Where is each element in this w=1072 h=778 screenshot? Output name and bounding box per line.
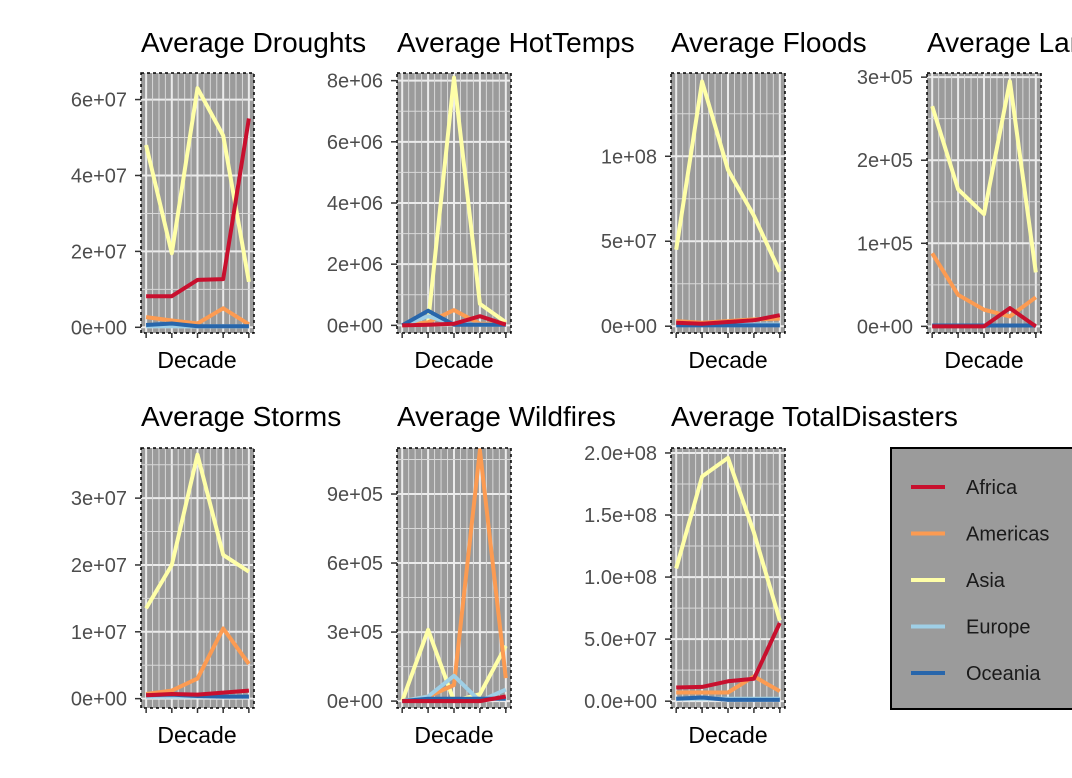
panel-border — [140, 72, 255, 334]
panel-title: Average Storms — [141, 401, 341, 432]
x-axis-label: Decade — [944, 347, 1023, 373]
x-axis-label: Decade — [414, 722, 493, 748]
series-line-asia — [674, 455, 782, 622]
facet-panel: 0e+00 2e+06 4e+06 6e+06 8e+06 Average HotTemp… — [327, 27, 635, 373]
legend-item-europe: Europe — [911, 617, 1031, 639]
panel-title: Average HotTemps — [397, 27, 635, 58]
y-tick-label: 6e+06 — [327, 132, 383, 154]
series-line-americas — [145, 306, 250, 326]
facet-panel: 0e+00 2e+07 4e+07 6e+07 Average Droughts Deca… — [71, 27, 366, 373]
panel-title: Average Droughts — [141, 27, 366, 58]
series-line-africa — [676, 313, 781, 326]
x-axis-label: Decade — [688, 347, 767, 373]
legend-item-asia: Asia — [911, 570, 1006, 592]
legend-label: Americas — [966, 524, 1049, 546]
facet-panel: 0e+00 1e+07 2e+07 3e+07 Average Storms Decade — [71, 401, 341, 748]
legend-label: Asia — [966, 570, 1006, 592]
series-line-oceania — [676, 695, 780, 702]
panel-border — [670, 72, 786, 334]
x-axis-label: Decade — [157, 722, 236, 748]
panel-border — [926, 72, 1042, 334]
facet-panel: 0.0e+00 5.0e+07 1.0e+08 1.5e+08 2.0e+08 Avera… — [584, 401, 958, 748]
series-line-africa — [676, 622, 782, 690]
y-tick-label: 2e+06 — [327, 254, 383, 276]
y-tick-label: 0e+00 — [857, 316, 913, 338]
y-tick-label: 2e+05 — [857, 150, 913, 172]
panel-border — [140, 447, 255, 709]
y-tick-label: 0e+00 — [327, 691, 383, 713]
legend-label: Europe — [966, 617, 1031, 639]
series-line-africa — [146, 118, 251, 299]
series-lines — [674, 455, 782, 702]
x-axis-label: Decade — [688, 722, 767, 748]
series-line-americas — [676, 674, 781, 695]
facet-panels: 0e+00 2e+07 4e+07 6e+07 Average Droughts Deca… — [71, 27, 1072, 748]
panel-border — [396, 447, 512, 709]
y-tick-label: 3e+05 — [327, 622, 383, 644]
series-lines — [144, 86, 251, 329]
y-tick-label: 1.0e+08 — [584, 567, 657, 589]
series-lines — [930, 79, 1038, 329]
legend-item-oceania: Oceania — [911, 663, 1041, 685]
panel-title: Average Floods — [671, 27, 867, 58]
y-tick-label: 3e+05 — [857, 67, 913, 89]
panel-grid — [397, 448, 511, 708]
series-lines — [144, 452, 251, 699]
y-tick-label: 5e+07 — [601, 231, 657, 253]
panel-grid — [927, 73, 1041, 333]
series-line-africa — [402, 694, 507, 704]
y-tick-label: 0e+00 — [71, 689, 127, 711]
y-tick-label: 0e+00 — [601, 316, 657, 338]
series-line-oceania — [145, 321, 249, 329]
y-tick-label: 1e+07 — [71, 622, 127, 644]
panel-title: Average Landslides — [927, 27, 1072, 58]
y-tick-label: 5.0e+07 — [584, 629, 657, 651]
series-line-asia — [144, 86, 251, 283]
panel-title: Average TotalDisasters — [671, 401, 958, 432]
y-tick-label: 2e+07 — [71, 241, 127, 263]
y-tick-label: 4e+07 — [71, 165, 127, 187]
y-tick-label: 9e+05 — [327, 484, 383, 506]
facet-panel: 0e+00 3e+05 6e+05 9e+05 Average Wildfires Dec… — [327, 401, 616, 748]
x-axis-label: Decade — [414, 347, 493, 373]
x-axis-label: Decade — [157, 347, 236, 373]
panel-title: Average Wildfires — [397, 401, 616, 432]
y-tick-label: 6e+05 — [327, 553, 383, 575]
series-line-africa — [145, 688, 250, 698]
legend-label: Oceania — [966, 663, 1041, 685]
facet-panel: 0e+00 5e+07 1e+08 Average Floods Decade — [601, 27, 867, 373]
facet-panel: 0e+00 1e+05 2e+05 3e+05 Average Landslides De… — [857, 27, 1072, 373]
y-tick-label: 1.5e+08 — [584, 505, 657, 527]
legend-item-africa: Africa — [911, 477, 1018, 499]
legend-label: Africa — [966, 477, 1018, 499]
series-line-asia — [674, 79, 782, 273]
series-line-africa — [402, 314, 507, 328]
y-tick-label: 0e+00 — [71, 317, 127, 339]
y-tick-label: 3e+07 — [71, 488, 127, 510]
y-tick-label: 6e+07 — [71, 90, 127, 112]
series-line-americas — [930, 252, 1037, 319]
legend-item-americas: Americas — [911, 524, 1049, 546]
series-line-asia — [930, 79, 1038, 273]
series-lines — [400, 448, 508, 704]
series-lines — [674, 79, 782, 328]
series-line-americas — [145, 626, 251, 696]
y-tick-label: 2e+07 — [71, 555, 127, 577]
y-tick-label: 4e+06 — [327, 193, 383, 215]
y-tick-label: 2.0e+08 — [584, 443, 657, 465]
panel-border — [670, 447, 786, 709]
legend: Africa Americas Asia Europe Oceania — [890, 447, 1072, 710]
panel-grid — [141, 448, 254, 708]
y-tick-label: 0e+00 — [327, 315, 383, 337]
y-tick-label: 1e+05 — [857, 233, 913, 255]
series-line-africa — [932, 306, 1037, 329]
series-lines — [401, 75, 507, 328]
series-line-asia — [144, 452, 250, 610]
y-tick-label: 8e+06 — [327, 71, 383, 93]
y-tick-label: 1e+08 — [601, 146, 657, 168]
y-tick-label: 0.0e+00 — [584, 691, 657, 713]
